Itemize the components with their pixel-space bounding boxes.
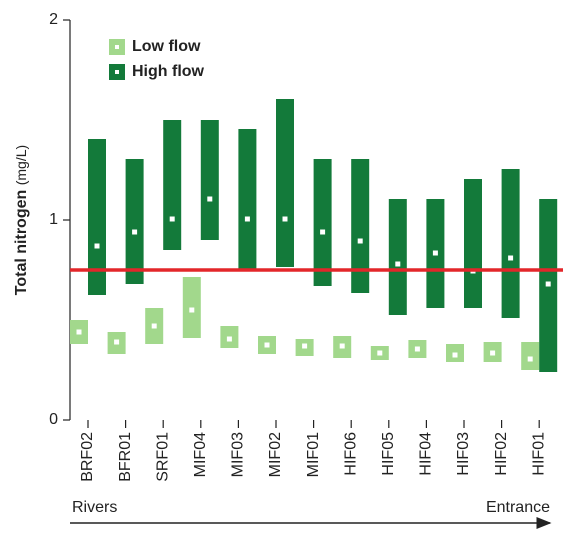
mean-marker [527,356,533,362]
range-bar [501,169,520,318]
mean-marker [169,216,175,222]
mean-marker [207,196,213,202]
y-tick-label: 1 [49,211,58,228]
x-tick-label: HIF06 [342,432,359,476]
mean-marker [282,216,288,222]
mean-marker [414,346,420,352]
mean-marker [132,229,138,235]
mean-marker [114,339,120,345]
x-tick-label: MIF04 [192,432,209,477]
x-tick-label: HIF02 [493,432,510,476]
x-tick-label: HIF01 [530,432,547,476]
y-tick-label: 2 [49,11,58,28]
range-bar [125,159,144,284]
range-bar [464,179,482,308]
range-bar [351,159,370,293]
mean-marker [320,229,326,235]
mean-marker [339,343,345,349]
y-unit: (mg/L) [13,145,29,185]
mean-marker [452,352,458,358]
x-tick-label: BFR01 [117,432,134,482]
y-label: Total nitrogen [13,190,30,295]
x-tick-label: MIF03 [230,432,247,477]
range-bar [388,199,407,315]
x-start-label: Rivers [72,499,117,516]
mean-marker [244,216,250,222]
legend-swatch-dot [115,70,119,74]
legend-label: High flow [132,63,205,80]
mean-marker [226,336,232,342]
range-bar [521,342,540,370]
mean-marker [490,350,496,356]
mean-marker [76,329,82,335]
y-tick-label: 0 [49,411,58,428]
x-tick-label: MIF01 [305,432,322,477]
range-bar [200,120,219,240]
x-tick-label: HIF03 [455,432,472,476]
mean-marker [189,307,195,313]
range-bar [163,120,182,250]
x-tick-label: MIF02 [267,432,284,477]
mean-marker [545,281,551,287]
mean-marker [151,323,157,329]
mean-marker [432,250,438,256]
y-axis-label: Total nitrogen (mg/L) [13,145,31,295]
x-tick-label: SRF01 [154,432,171,482]
mean-marker [264,342,270,348]
x-end-label: Entrance [486,499,550,516]
range-bar [313,159,332,286]
mean-marker [302,343,308,349]
x-tick-label: HIF04 [418,432,435,476]
range-bar [238,129,257,270]
mean-marker [357,238,363,244]
mean-marker [395,261,401,267]
range-bar [276,99,294,267]
x-tick-label: BRF02 [79,432,96,482]
legend-label: Low flow [132,38,201,55]
range-bar [88,139,106,295]
x-tick-label: HIF05 [380,432,397,476]
mean-marker [377,350,383,356]
legend-swatch-dot [115,45,119,49]
mean-marker [94,243,100,249]
mean-marker [508,255,514,261]
